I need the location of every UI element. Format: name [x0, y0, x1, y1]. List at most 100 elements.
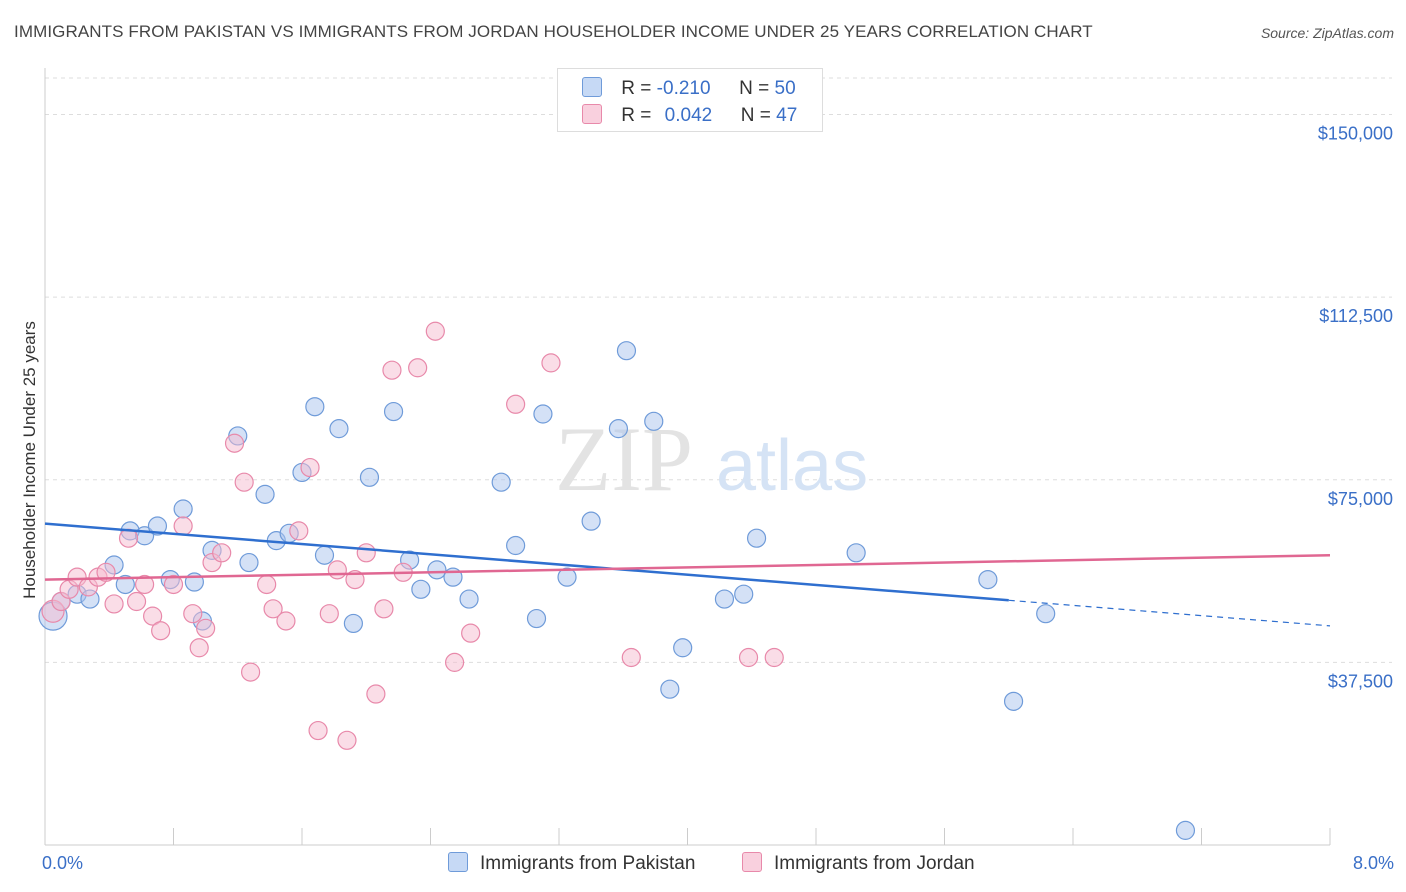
jordan-point — [212, 543, 232, 563]
jordan-point — [183, 604, 203, 624]
pakistan-point — [359, 467, 380, 487]
jordan-r-label: R = — [621, 105, 652, 126]
watermark-atlas: atlas — [716, 426, 868, 506]
pakistan-point — [616, 341, 637, 361]
pakistan-point — [115, 574, 135, 595]
pakistan-r-label: R = — [621, 78, 652, 99]
axes — [44, 68, 1331, 846]
pakistan-point — [714, 589, 735, 609]
jordan-point — [234, 472, 254, 492]
pakistan-point — [147, 516, 168, 536]
jordan-point — [621, 647, 641, 668]
pakistan-trend-extension — [1008, 599, 1331, 627]
jordan-point — [134, 574, 155, 595]
y-tick-label: $37,500 — [1328, 671, 1393, 691]
jordan-trend-line — [44, 553, 1331, 581]
pakistan-point — [734, 584, 754, 604]
pakistan-point — [255, 484, 275, 504]
jordan-point — [289, 521, 309, 541]
y-tick-label: $112,500 — [1319, 306, 1393, 326]
pakistan-point — [343, 613, 363, 634]
trend-lines — [44, 522, 1331, 627]
pakistan-point — [1175, 820, 1196, 840]
jordan-point — [189, 638, 209, 658]
jordan-n-label: N = — [740, 105, 771, 126]
source-label: Source: ZipAtlas.com — [1260, 25, 1394, 41]
jordan-n-value: 47 — [776, 105, 798, 126]
chart-title: IMMIGRANTS FROM PAKISTAN VS IMMIGRANTS F… — [14, 22, 1093, 41]
jordan-point — [224, 433, 245, 453]
tick-labels: $37,500 $75,000 $112,500 $150,000 0.0% 8.0% — [42, 124, 1394, 873]
jordan-point — [196, 618, 216, 638]
y-axis-title: Householder Income Under 25 years — [20, 321, 39, 599]
jordan-point — [345, 569, 365, 590]
jordan-point — [257, 574, 277, 595]
pakistan-point — [1036, 604, 1056, 624]
pakistan-point — [746, 528, 767, 548]
jordan-point — [308, 720, 328, 741]
jordan-point — [738, 647, 759, 668]
pakistan-point — [305, 397, 325, 417]
jordan-point — [337, 730, 357, 750]
pakistan-point — [383, 401, 404, 422]
correlation-legend: R = -0.210 N = 50 R = 0.042 N = 47 — [557, 68, 823, 132]
data-points — [38, 321, 1196, 840]
jordan-point — [143, 606, 163, 626]
pakistan-trend-line — [44, 522, 1009, 602]
pakistan-r-value: -0.210 — [656, 78, 711, 99]
jordan-point — [126, 591, 147, 612]
jordan-point — [444, 652, 465, 672]
legend-row-pakistan: R = -0.210 N = 50 — [582, 77, 796, 99]
pakistan-point — [239, 552, 259, 573]
pakistan-point — [660, 679, 680, 699]
jordan-point — [382, 360, 402, 380]
jordan-point — [541, 353, 561, 373]
pakistan-n-value: 50 — [774, 78, 796, 99]
jordan-point — [461, 623, 481, 643]
jordan-legend-swatch-icon — [742, 852, 762, 872]
pakistan-point — [557, 567, 577, 587]
jordan-point — [425, 321, 445, 341]
jordan-swatch-icon — [582, 104, 602, 124]
jordan-point — [356, 543, 376, 563]
pakistan-n-label: N = — [739, 78, 770, 99]
pakistan-point — [526, 608, 547, 629]
x-tick-label: 0.0% — [42, 853, 83, 873]
jordan-point — [366, 684, 386, 704]
jordan-point — [506, 394, 526, 414]
jordan-point — [241, 662, 261, 682]
pakistan-point — [506, 535, 526, 556]
jordan-point — [163, 574, 184, 595]
jordan-legend-label: Immigrants from Jordan — [774, 853, 975, 874]
x-tick-label: 8.0% — [1353, 853, 1394, 873]
jordan-point — [300, 457, 320, 478]
jordan-point — [104, 594, 124, 614]
jordan-point — [173, 516, 193, 536]
legend-row-jordan: R = 0.042 N = 47 — [582, 104, 797, 126]
y-tick-label: $75,000 — [1328, 489, 1393, 509]
jordan-point — [408, 358, 428, 378]
pakistan-point — [644, 411, 664, 431]
jordan-point — [374, 599, 394, 619]
jordan-r-value: 0.042 — [664, 105, 713, 126]
watermark: ZIP atlas — [555, 408, 868, 510]
jordan-point — [327, 560, 347, 580]
pakistan-legend-swatch-icon — [448, 852, 468, 872]
pakistan-point — [314, 545, 335, 565]
pakistan-point — [1003, 691, 1024, 711]
jordan-point — [319, 604, 339, 624]
jordan-point — [151, 621, 171, 641]
pakistan-point — [978, 569, 998, 590]
pakistan-point — [846, 543, 866, 563]
pakistan-point — [427, 560, 447, 580]
pakistan-point — [491, 472, 511, 492]
pakistan-point — [329, 419, 349, 439]
pakistan-swatch-icon — [582, 77, 602, 97]
bottom-legend-pakistan: Immigrants from Pakistan — [448, 852, 695, 875]
pakistan-point — [173, 499, 193, 519]
jordan-point — [276, 611, 296, 631]
jordan-point — [764, 647, 784, 668]
y-tick-label: $150,000 — [1318, 124, 1393, 144]
pakistan-legend-label: Immigrants from Pakistan — [480, 853, 696, 874]
